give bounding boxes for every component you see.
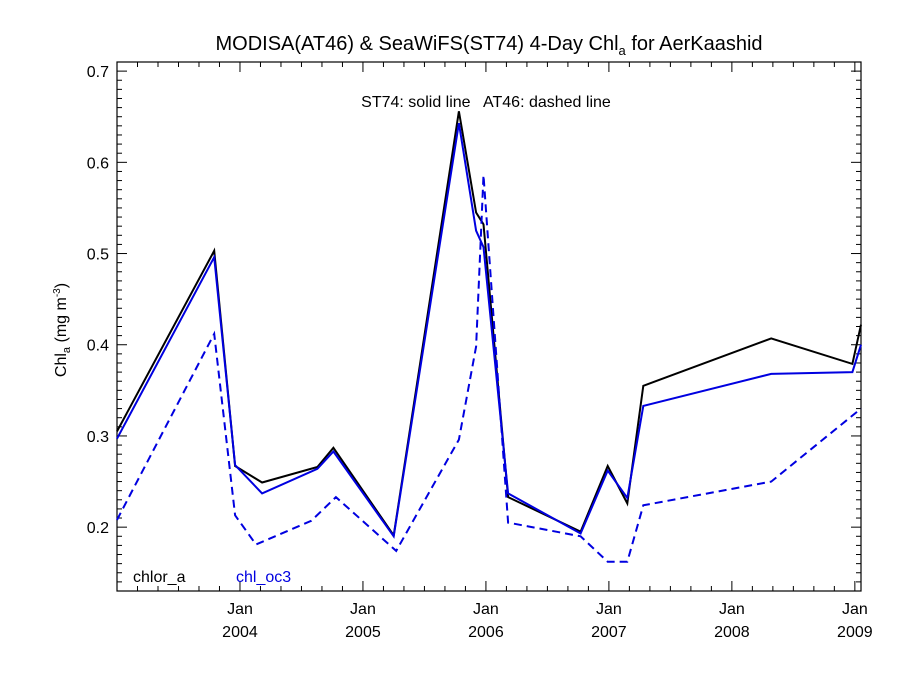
- line-style-annotation: ST74: solid line AT46: dashed line: [361, 94, 611, 111]
- legend-chlor-a: chlor_a: [133, 569, 186, 586]
- x-tick-year-label: 2008: [714, 624, 750, 641]
- x-tick-year-label: 2006: [468, 624, 504, 641]
- legend-chl-oc3: chl_oc3: [236, 569, 291, 586]
- x-tick-year-label: 2009: [837, 624, 873, 641]
- x-tick-year-label: 2004: [222, 624, 258, 641]
- chart-title: MODISA(AT46) & SeaWiFS(ST74) 4-Day Chla …: [215, 33, 762, 58]
- y-tick-label: 0.7: [87, 64, 109, 81]
- series-line-dashed: [116, 175, 862, 563]
- chart-title-tail: for AerKaashid: [626, 33, 763, 55]
- plot-border: [116, 61, 862, 592]
- series-line-chl-oc3: [116, 122, 862, 539]
- x-tick-month-label: Jan: [596, 601, 622, 618]
- y-axis-ticks: 0.2 0.3 0.4 0.5 0.6 0.7: [87, 64, 861, 583]
- plot-frame: [116, 61, 862, 592]
- y-axis-label-superscript: -3: [52, 288, 63, 297]
- x-tick-month-label: Jan: [842, 601, 868, 618]
- x-axis-ticks: Jan 2004 Jan 2005 Jan 2006 Jan 2007 Jan 2008 Jan 20…: [116, 62, 873, 641]
- y-axis-label: Chla (mg m-3): [52, 283, 73, 377]
- y-axis-label-unit: (mg m: [53, 297, 70, 347]
- x-tick-month-label: Jan: [473, 601, 499, 618]
- x-tick-month-label: Jan: [227, 601, 253, 618]
- y-tick-label: 0.3: [87, 429, 109, 446]
- x-tick-year-label: 2007: [591, 624, 627, 641]
- chart-title-subscript: a: [619, 43, 627, 58]
- y-axis-label-close: ): [53, 283, 70, 288]
- y-tick-label: 0.6: [87, 155, 109, 172]
- chart-title-main: MODISA(AT46) & SeaWiFS(ST74) 4-Day Chl: [215, 33, 618, 55]
- y-tick-label: 0.5: [87, 247, 109, 264]
- y-axis-label-subscript: a: [61, 346, 73, 353]
- y-tick-label: 0.4: [87, 338, 109, 355]
- y-axis-label-main: Chl: [53, 353, 70, 377]
- series-line-chlor-a: [116, 111, 862, 539]
- series-layer: [116, 111, 862, 563]
- x-tick-year-label: 2005: [345, 624, 381, 641]
- x-tick-month-label: Jan: [350, 601, 376, 618]
- x-tick-month-label: Jan: [719, 601, 745, 618]
- y-tick-label: 0.2: [87, 520, 109, 537]
